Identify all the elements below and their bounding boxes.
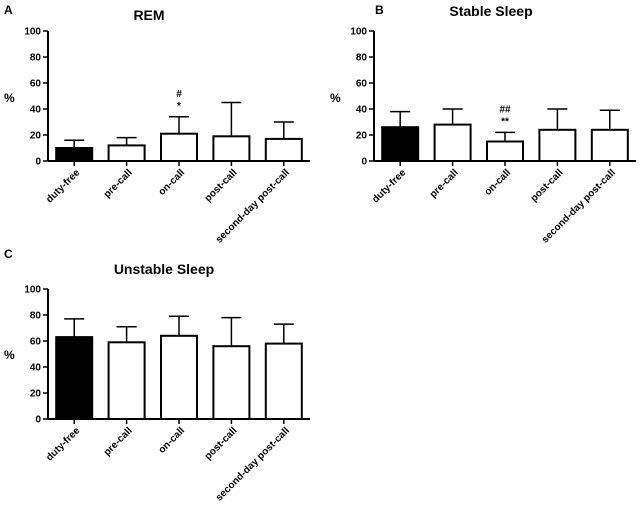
bar <box>590 128 629 163</box>
bar <box>381 126 420 162</box>
category-label: pre-call <box>102 167 135 200</box>
category-label: duty-free <box>44 167 82 205</box>
bar <box>160 334 198 420</box>
bar <box>264 137 303 162</box>
significance-marker: ## <box>499 104 511 115</box>
y-tick-label: 60 <box>30 79 42 90</box>
panel-c: C Unstable Sleep % 0 20 40 60 80 100 duty-free… <box>4 247 310 503</box>
chart-title: REM <box>133 7 164 23</box>
category-label: post-call <box>203 167 240 204</box>
category-label: pre-call <box>102 425 135 458</box>
panel-a: A REM % 0 20 40 60 80 100 duty-free pre-call on-… <box>4 3 310 245</box>
y-tick-label: 100 <box>24 285 41 296</box>
bar <box>433 123 472 162</box>
panel-letter: A <box>4 3 13 17</box>
y-axis-label: % <box>4 91 15 105</box>
bar <box>107 341 146 420</box>
bar <box>55 147 94 162</box>
y-tick-label: 80 <box>30 53 42 64</box>
category-label: duty-free <box>44 425 82 463</box>
plot-area: 0 20 40 60 80 100 duty-free pre-call on-call post… <box>24 27 310 245</box>
bar <box>212 345 251 421</box>
y-axis-label: % <box>4 348 15 362</box>
bar <box>486 140 524 162</box>
category-label: duty-free <box>370 167 408 205</box>
chart-title: Unstable Sleep <box>114 261 214 277</box>
category-label: pre-call <box>428 167 461 200</box>
y-tick-label: 0 <box>35 157 41 168</box>
category-label: post-call <box>529 167 566 204</box>
category-label: on-call <box>157 425 188 456</box>
y-tick-label: 100 <box>350 27 367 38</box>
y-tick-label: 40 <box>30 105 42 116</box>
bar <box>264 342 303 421</box>
y-tick-label: 80 <box>30 311 42 322</box>
y-tick-label: 20 <box>30 131 42 142</box>
y-tick-label: 40 <box>30 363 42 374</box>
plot-area: 0 20 40 60 80 100 duty-free pre-call on-call post… <box>350 27 636 245</box>
y-tick-label: 0 <box>361 157 367 168</box>
y-tick-label: 0 <box>35 415 41 426</box>
panel-b: B Stable Sleep % 0 20 40 60 80 100 duty-free pr… <box>330 3 636 245</box>
plot-area: 0 20 40 60 80 100 duty-free pre-call on-call post… <box>24 285 310 503</box>
bar <box>55 336 94 421</box>
significance-marker: # <box>176 89 182 100</box>
y-tick-label: 20 <box>30 389 42 400</box>
bar <box>107 144 146 162</box>
category-label: on-call <box>157 167 188 198</box>
bar <box>212 135 251 163</box>
bar <box>160 132 198 162</box>
y-axis-label: % <box>330 91 341 105</box>
bar <box>538 128 577 163</box>
y-tick-label: 80 <box>356 53 368 64</box>
y-tick-label: 100 <box>24 27 41 38</box>
category-label: post-call <box>203 425 240 462</box>
chart-title: Stable Sleep <box>449 3 532 19</box>
y-tick-label: 60 <box>30 337 42 348</box>
panel-letter: B <box>375 3 384 17</box>
panel-letter: C <box>4 247 13 261</box>
significance-marker: * <box>177 101 181 112</box>
category-label: on-call <box>483 167 514 198</box>
y-tick-label: 60 <box>356 79 368 90</box>
y-tick-label: 40 <box>356 105 368 116</box>
significance-marker: ** <box>501 116 509 127</box>
y-tick-label: 20 <box>356 131 368 142</box>
